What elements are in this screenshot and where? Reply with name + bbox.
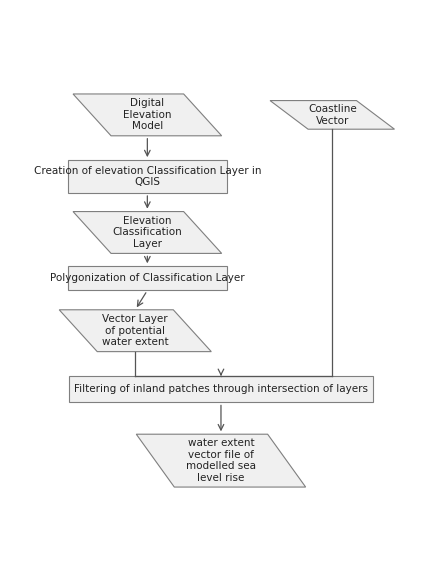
Bar (69, 376, 373, 403)
Text: Polygonization of Classification Layer: Polygonization of Classification Layer (50, 273, 245, 283)
Text: Filtering of inland patches through intersection of layers: Filtering of inland patches through inte… (74, 384, 368, 394)
Bar (68, 160, 227, 193)
Text: Coastline
Vector: Coastline Vector (308, 104, 357, 126)
Text: Creation of elevation Classification Layer in
QGIS: Creation of elevation Classification Lay… (33, 166, 261, 188)
Polygon shape (73, 94, 222, 136)
Text: Elevation
Classification
Layer: Elevation Classification Layer (112, 216, 182, 249)
Polygon shape (136, 434, 306, 487)
Text: Vector Layer
of potential
water extent: Vector Layer of potential water extent (102, 314, 169, 347)
Polygon shape (270, 101, 395, 129)
Text: water extent
vector file of
modelled sea
level rise: water extent vector file of modelled sea… (186, 438, 256, 483)
Bar (68, 266, 227, 291)
Polygon shape (73, 212, 222, 253)
Text: Digital
Elevation
Model: Digital Elevation Model (123, 98, 172, 132)
Polygon shape (59, 310, 211, 352)
